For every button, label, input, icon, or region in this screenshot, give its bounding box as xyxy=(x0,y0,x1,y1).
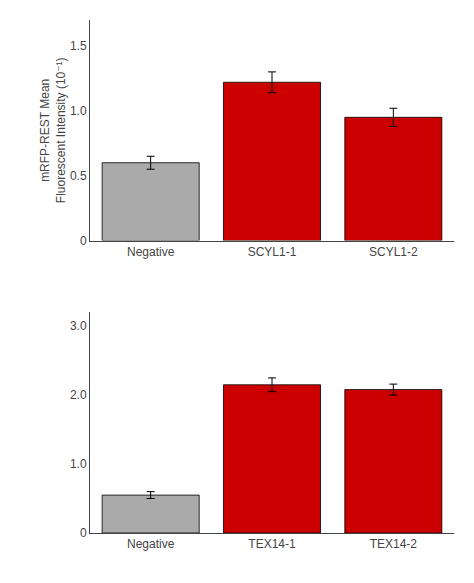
svg-text:TEX14-2: TEX14-2 xyxy=(370,537,418,551)
svg-text:0.5: 0.5 xyxy=(70,169,87,183)
svg-text:1.0: 1.0 xyxy=(70,104,87,118)
svg-text:TEX14-1: TEX14-1 xyxy=(248,537,296,551)
svg-text:Negative: Negative xyxy=(127,537,175,551)
svg-text:Negative: Negative xyxy=(127,245,175,259)
svg-text:1.5: 1.5 xyxy=(70,39,87,53)
svg-text:3.0: 3.0 xyxy=(70,319,87,333)
svg-text:0: 0 xyxy=(80,234,87,248)
svg-text:2.0: 2.0 xyxy=(70,388,87,402)
svg-text:SCYL1-1: SCYL1-1 xyxy=(248,245,297,259)
svg-text:SCYL1-2: SCYL1-2 xyxy=(369,245,418,259)
svg-text:mRFP-REST MeanFluorescent Inte: mRFP-REST MeanFluorescent Intensity (10⁻… xyxy=(38,57,68,203)
svg-text:1.0: 1.0 xyxy=(70,457,87,471)
svg-text:0: 0 xyxy=(80,526,87,540)
